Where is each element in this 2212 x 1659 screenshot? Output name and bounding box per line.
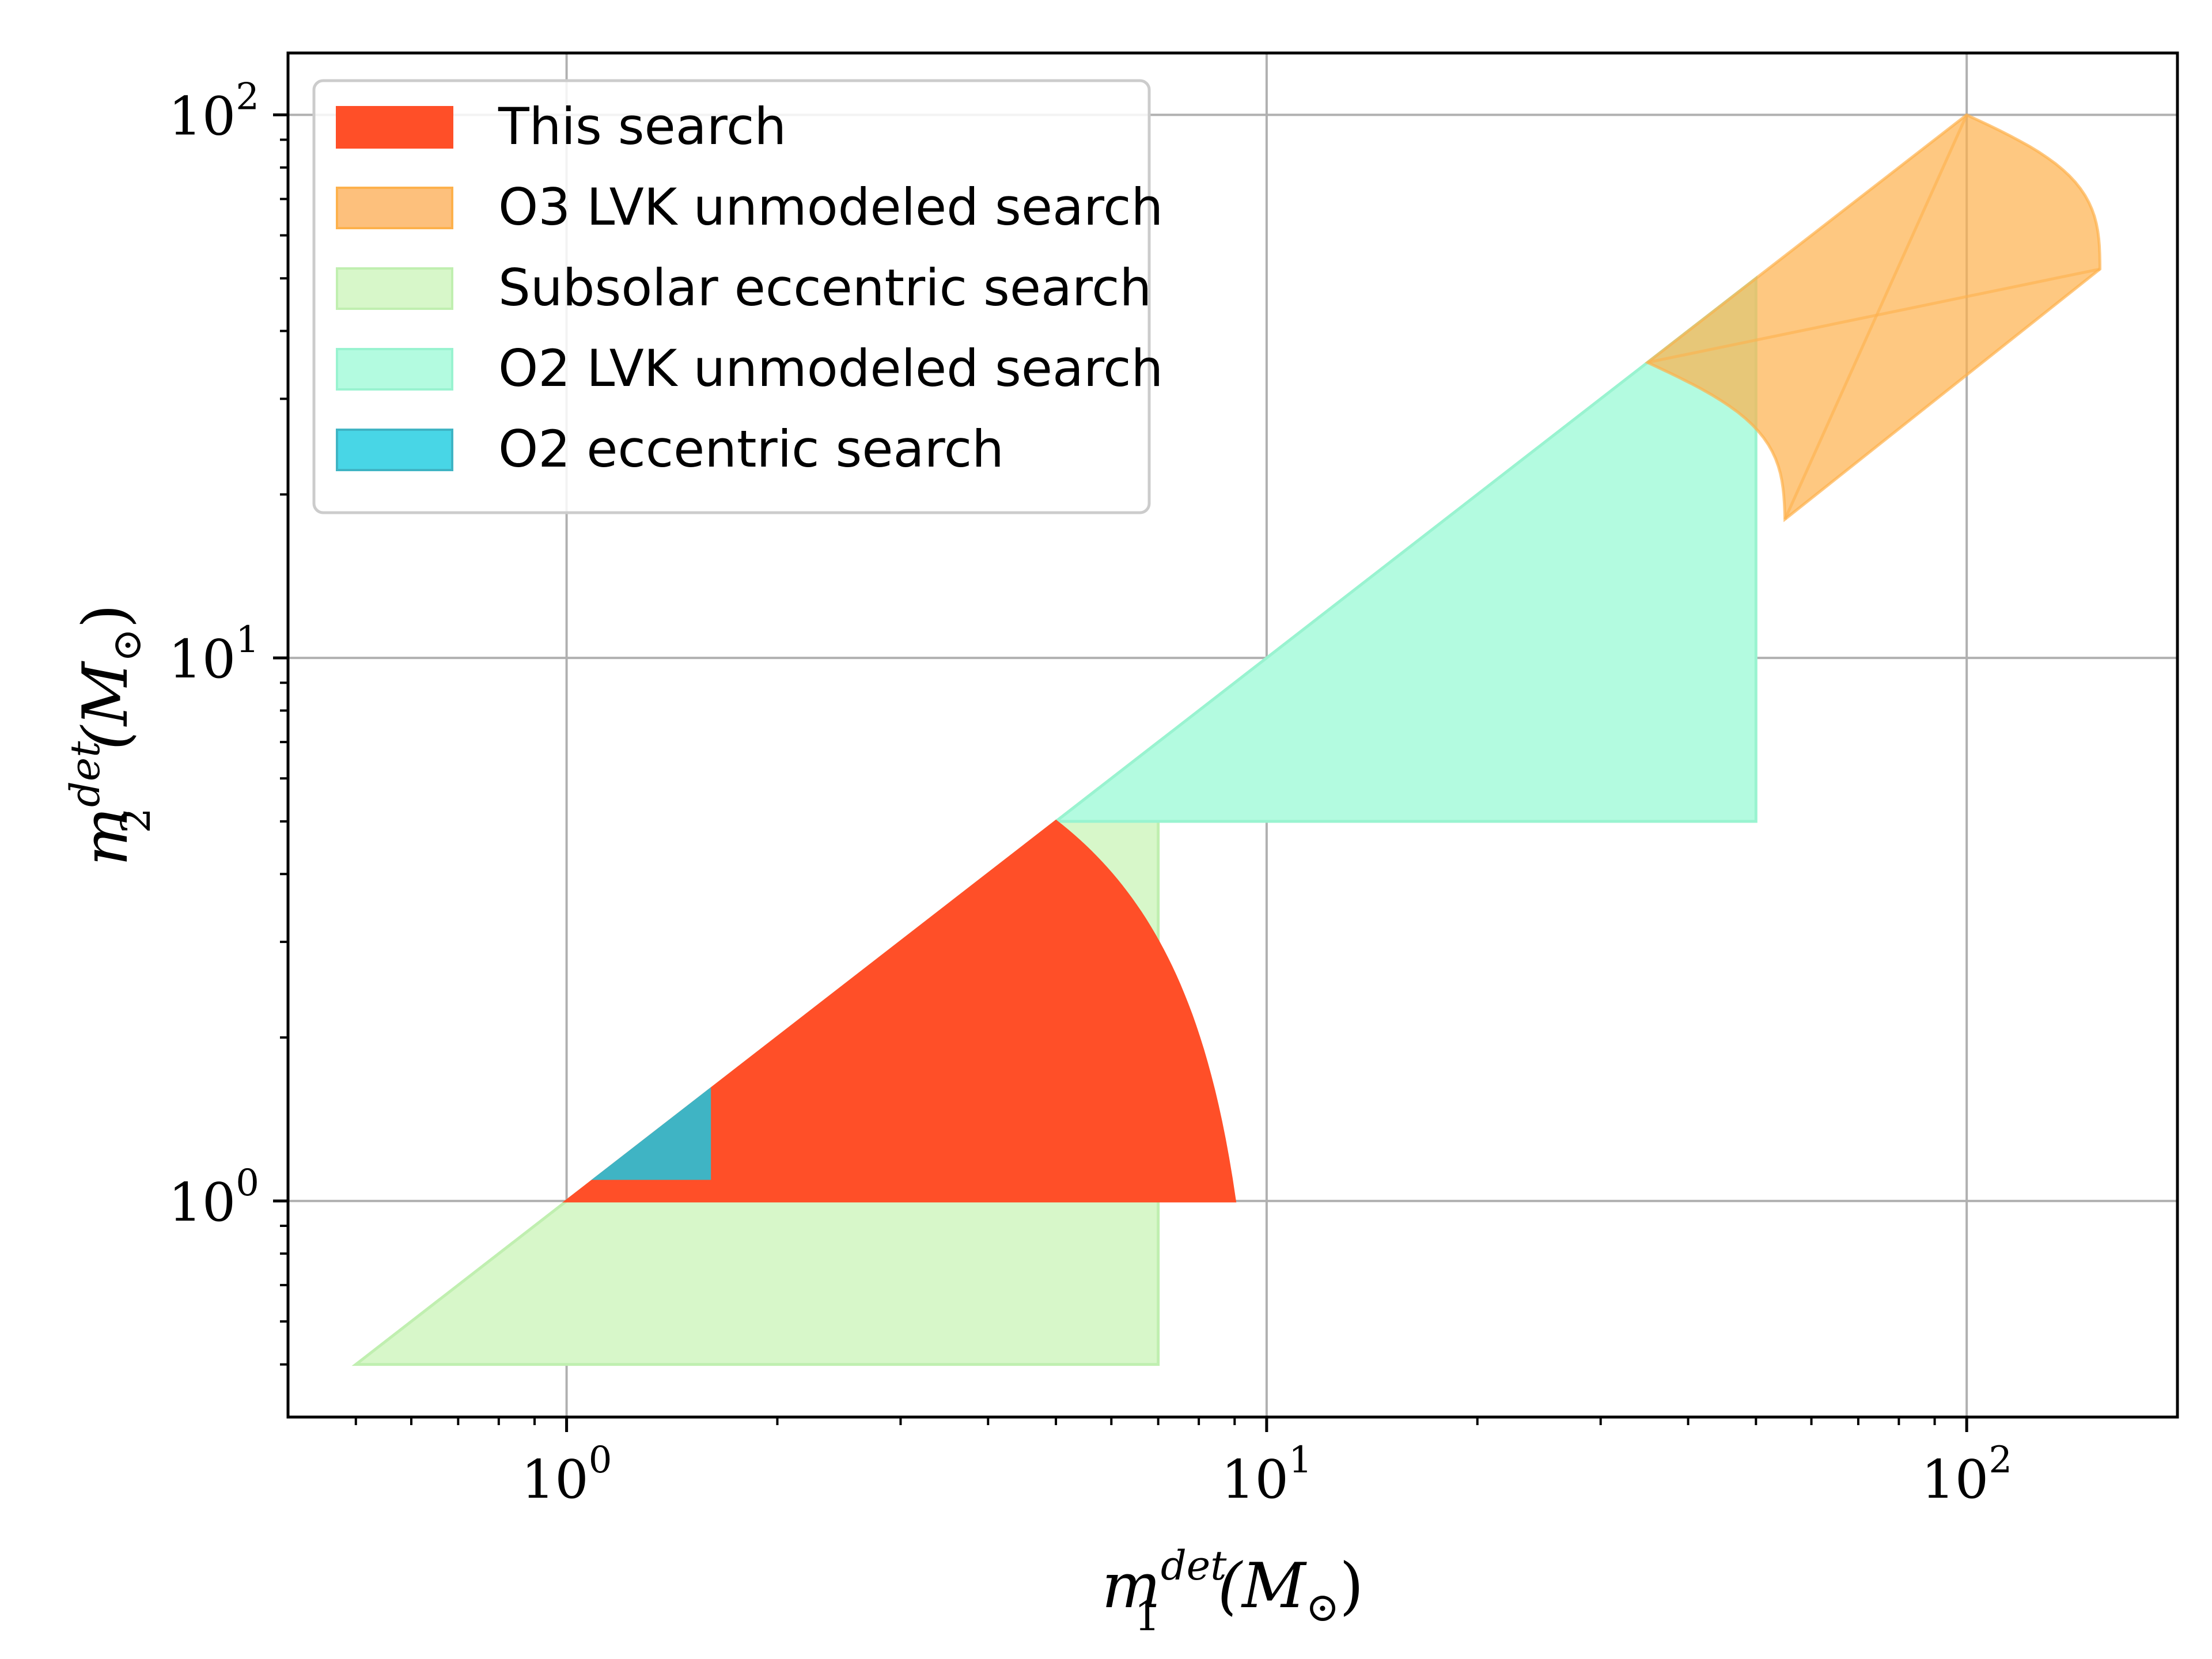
region-o3-lvk-unmodeled-search-diagonal-0 (1647, 267, 2100, 364)
region-this-search (562, 819, 1237, 1203)
y-axis-label: mdet2(M⊙) (62, 604, 160, 866)
ticks: 100 101 102 100 101 102 (168, 75, 2012, 1510)
regions (351, 113, 2102, 1366)
region-o2-lvk-unmodeled-search (1051, 275, 1758, 823)
legend-swatch-subsolar-eccentric-search (336, 267, 453, 310)
x-tick-label: 101 (1221, 1439, 1312, 1510)
region-o2-eccentric-search (591, 1087, 711, 1180)
legend-box (312, 79, 1151, 514)
x-tick-label: 102 (1921, 1439, 2012, 1510)
legend-label-this-search: This search (498, 97, 786, 156)
region-o3-lvk-unmodeled-search-diagonal-1 (1783, 114, 1968, 520)
y-tick-label: 100 (168, 1162, 259, 1233)
plot-frame (286, 51, 2179, 1419)
legend: This search O3 LVK unmodeled search Subsol… (312, 79, 1163, 514)
legend-label-o2-lvk-unmodeled-search: O2 LVK unmodeled search (498, 339, 1163, 398)
legend-swatch-o3-lvk-unmodeled-search (336, 187, 453, 229)
legend-label-o3-lvk-unmodeled-search: O3 LVK unmodeled search (498, 177, 1163, 237)
axes-frame (286, 51, 2179, 1419)
legend-label-o2-eccentric-search: O2 eccentric search (498, 419, 1004, 479)
legend-swatch-this-search (336, 106, 453, 149)
legend-swatch-o2-lvk-unmodeled-search (336, 348, 453, 391)
y-tick-label: 102 (168, 75, 259, 147)
y-tick-label: 101 (168, 619, 259, 690)
axis-labels: mdet 1 (M⊙) mdet2(M⊙) (62, 604, 1363, 1640)
legend-swatch-o2-eccentric-search (336, 429, 453, 471)
legend-label-subsolar-eccentric-search: Subsolar eccentric search (498, 258, 1152, 317)
x-tick-label: 100 (521, 1439, 612, 1510)
x-axis-label: mdet 1 (M⊙) (1102, 1542, 1364, 1640)
